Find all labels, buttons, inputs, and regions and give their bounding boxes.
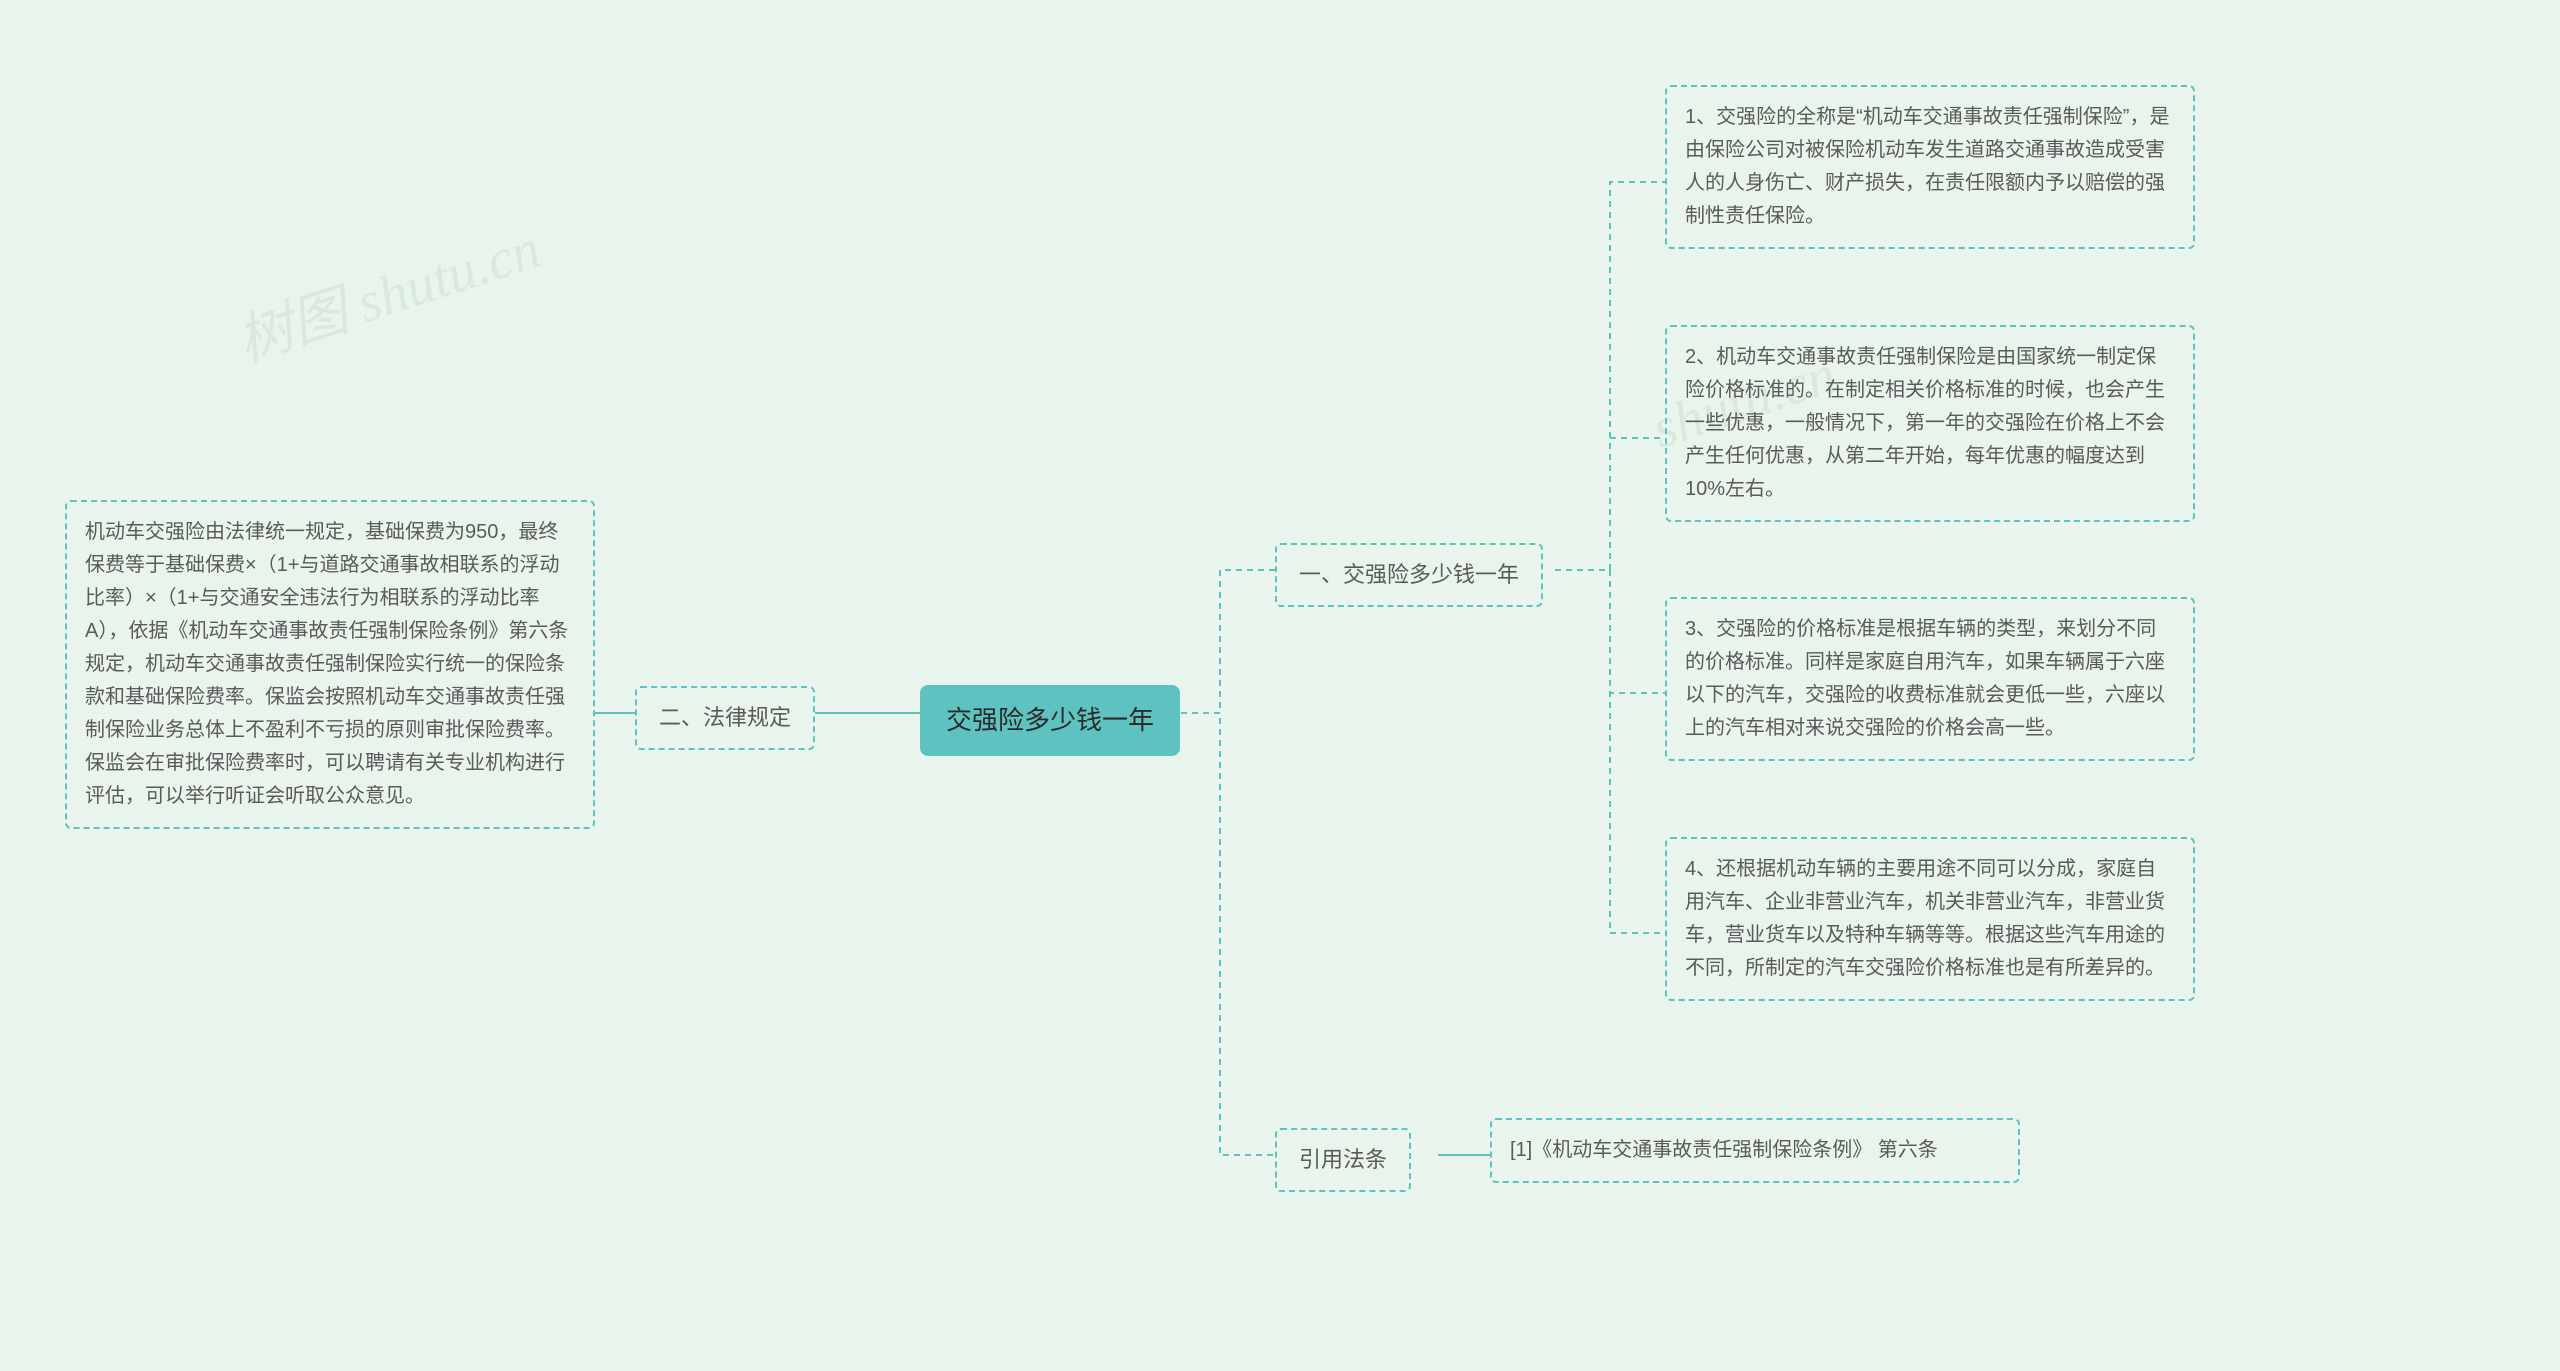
leaf-1-text: 1、交强险的全称是“机动车交通事故责任强制保险”，是由保险公司对被保险机动车发生… [1685,106,2169,227]
branch-2-label: 二、法律规定 [659,705,791,730]
leaf-3-text: 3、交强险的价格标准是根据车辆的类型，来划分不同的价格标准。同样是家庭自用汽车，… [1685,618,2165,739]
branch-1: 一、交强险多少钱一年 [1275,543,1543,607]
leaf-6-text: [1]《机动车交通事故责任强制保险条例》 第六条 [1510,1139,1938,1161]
leaf-2: 2、机动车交通事故责任强制保险是由国家统一制定保险价格标准的。在制定相关价格标准… [1665,325,2195,522]
watermark-1: 树图 shutu.cn [225,203,549,377]
branch-2: 二、法律规定 [635,686,815,750]
root-node: 交强险多少钱一年 [920,685,1180,756]
branch-3: 引用法条 [1275,1128,1411,1192]
branch-1-label: 一、交强险多少钱一年 [1299,562,1519,587]
leaf-5-text: 机动车交强险由法律统一规定，基础保费为950，最终保费等于基础保费×（1+与道路… [85,521,568,807]
branch-3-label: 引用法条 [1299,1147,1387,1172]
leaf-1: 1、交强险的全称是“机动车交通事故责任强制保险”，是由保险公司对被保险机动车发生… [1665,85,2195,249]
leaf-4: 4、还根据机动车辆的主要用途不同可以分成，家庭自用汽车、企业非营业汽车，机关非营… [1665,837,2195,1001]
leaf-6: [1]《机动车交通事故责任强制保险条例》 第六条 [1490,1118,2020,1183]
leaf-2-text: 2、机动车交通事故责任强制保险是由国家统一制定保险价格标准的。在制定相关价格标准… [1685,346,2165,500]
leaf-4-text: 4、还根据机动车辆的主要用途不同可以分成，家庭自用汽车、企业非营业汽车，机关非营… [1685,858,2165,979]
leaf-3: 3、交强险的价格标准是根据车辆的类型，来划分不同的价格标准。同样是家庭自用汽车，… [1665,597,2195,761]
leaf-5: 机动车交强险由法律统一规定，基础保费为950，最终保费等于基础保费×（1+与道路… [65,500,595,829]
root-label: 交强险多少钱一年 [946,705,1154,735]
